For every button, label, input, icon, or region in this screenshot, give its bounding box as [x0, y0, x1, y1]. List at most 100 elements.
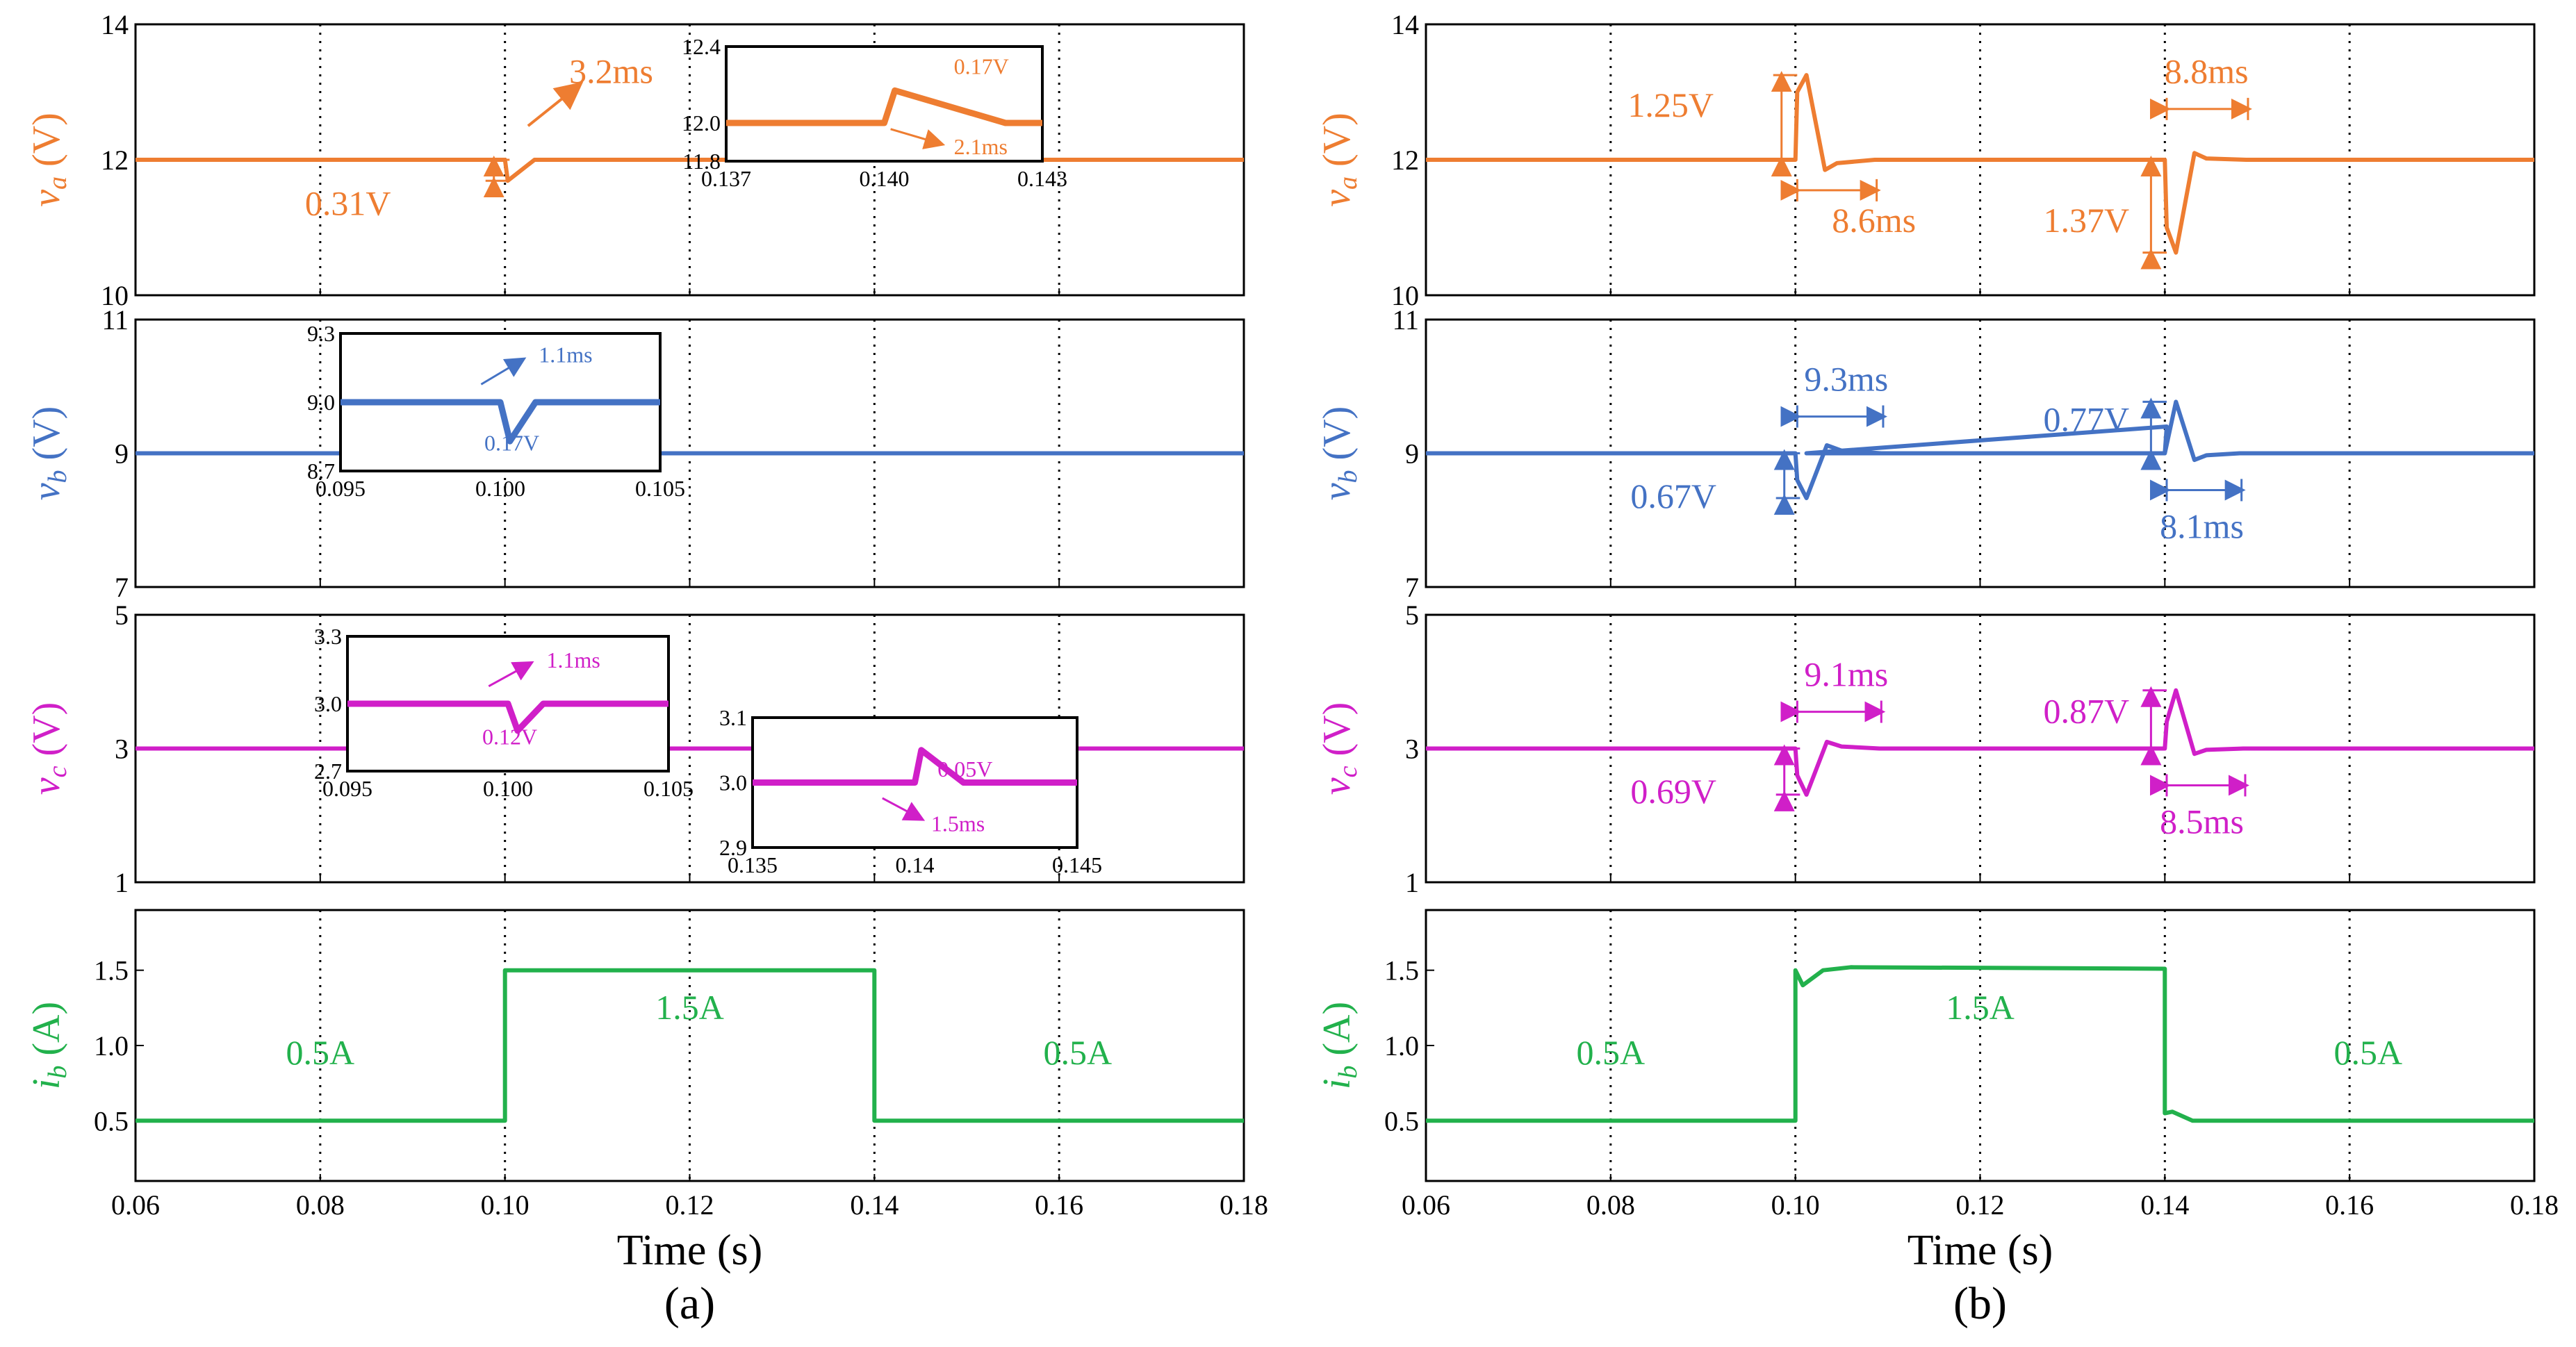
- y-axis-label: vb (V): [1315, 406, 1363, 501]
- annotation-label: 9.3ms: [1804, 360, 1888, 399]
- annotation-label: 8.6ms: [1832, 201, 1916, 240]
- inset-y-tick-label: 8.7: [307, 458, 335, 484]
- x-tick-label: 0.18: [2510, 1189, 2559, 1221]
- y-tick-label: 10: [101, 280, 129, 311]
- x-tick-label: 0.08: [296, 1189, 345, 1221]
- inset-x-tick-label: 0.137: [701, 166, 751, 191]
- y-tick-label: 3: [115, 734, 129, 765]
- annotation-label: 1.25V: [1627, 85, 1714, 124]
- y-tick-label: 1: [1405, 867, 1419, 898]
- inset-x-tick-label: 0.140: [860, 166, 910, 191]
- inset-annotation: 0.05V: [937, 757, 992, 782]
- y-tick-label: 1.0: [1384, 1030, 1419, 1061]
- inset-y-tick-label: 3.0: [314, 691, 342, 716]
- y-tick-label: 14: [101, 9, 129, 40]
- annotation-label: 3.2ms: [569, 51, 653, 90]
- inset-annotation: 0.17V: [954, 54, 1009, 79]
- series-va: [1426, 73, 2534, 255]
- x-tick-label: 0.14: [850, 1189, 899, 1221]
- inset-annotation-arrow: [890, 128, 946, 149]
- y-tick-label: 12: [1391, 144, 1419, 176]
- inset-series: [753, 747, 1077, 786]
- x-axis-label: Time (s): [1908, 1227, 2053, 1274]
- subplot-b-vb: 7 9 11 vb (V) 9.3ms 0.77V 0.67V 8.1ms: [1315, 304, 2536, 603]
- inset-x-tick-label: 0.14: [896, 852, 935, 877]
- inset-annotation-arrow: [488, 661, 534, 688]
- subplot-a-ib: 0.5 1.0 1.5 ib (A) 0.5A 1.5A 0.5A 0.06 0.08 0.10 0…: [25, 909, 1268, 1221]
- series-ib: [136, 968, 1244, 1123]
- annotation-label: 9.1ms: [1804, 655, 1888, 694]
- x-tick-label: 0.06: [111, 1189, 160, 1221]
- inset-x-tick-label: 0.095: [315, 476, 366, 501]
- y-axis-label: ib (A): [1315, 1002, 1363, 1089]
- y-tick-label: 3: [1405, 734, 1419, 765]
- subplot-b-va: 10 12 14 va (V) 1.25V 8.6ms 8.8ms 1.37V: [1315, 9, 2536, 311]
- annotation-label: 0.5A: [1577, 1033, 1646, 1072]
- y-tick-label: 5: [1405, 600, 1419, 631]
- inset-va-0: 0.137 0.140 0.143 12.4 12.0 11.8 0.17V 2.1ms: [682, 34, 1067, 191]
- annotation-label: 0.5A: [2333, 1033, 2402, 1072]
- inset-y-tick-label: 12.4: [682, 34, 721, 59]
- y-axis-label: vc (V): [1315, 702, 1363, 795]
- inset-annotation-arrow: [882, 797, 926, 821]
- subplot-b-vc: 1 3 5 vc (V) 9.1ms 0.87V 0.69V 8.5ms: [1315, 600, 2536, 898]
- y-tick-label: 9: [1405, 438, 1419, 470]
- inset-y-tick-label: 11.8: [682, 149, 721, 174]
- x-axis-label: Time (s): [617, 1227, 763, 1274]
- inset-annotation-arrow: [480, 357, 527, 386]
- inset-annotation: 1.1ms: [539, 342, 592, 367]
- panel-label: (b): [1953, 1278, 2007, 1329]
- y-tick-label: 11: [1392, 304, 1419, 336]
- x-tick-label: 0.16: [1035, 1189, 1083, 1221]
- x-tick-label: 0.06: [1402, 1189, 1450, 1221]
- inset-vc-0: 0.095 0.100 0.105 3.3 3.0 2.7 1.1ms 0.12V: [314, 624, 694, 801]
- subplot-b-ib: 0.5 1.0 1.5 ib (A) 0.5A 1.5A 0.5A 0.06 0.08 0.10 0…: [1315, 909, 2559, 1221]
- y-tick-label: 1.0: [94, 1030, 129, 1061]
- inset-series: [726, 87, 1042, 126]
- x-tick-label: 0.10: [1771, 1189, 1820, 1221]
- series-vc: [1426, 688, 2534, 797]
- annotation-arrow: [527, 81, 584, 127]
- y-tick-label: 7: [115, 572, 129, 603]
- inset-annotation: 0.12V: [482, 725, 537, 750]
- inset-y-tick-label: 3.1: [719, 705, 747, 730]
- annotation-label: 8.5ms: [2160, 802, 2244, 841]
- inset-y-tick-label: 12.0: [682, 110, 721, 135]
- y-tick-label: 1.5: [94, 955, 129, 986]
- panel-b: 10 12 14 va (V) 1.25V 8.6ms 8.8ms 1.37V 7 9 11 vb (…: [1315, 9, 2559, 1329]
- inset-x-tick-label: 0.143: [1017, 166, 1067, 191]
- annotation-label: 0.5A: [286, 1033, 355, 1072]
- inset-vb-0: 0.095 0.100 0.105 9.3 9.0 8.7 1.1ms 0.17V: [307, 321, 685, 501]
- y-tick-label: 12: [101, 144, 129, 176]
- y-tick-label: 10: [1391, 280, 1419, 311]
- x-tick-label: 0.16: [2325, 1189, 2374, 1221]
- x-tick-label: 0.12: [1956, 1189, 2005, 1221]
- x-tick-label: 0.10: [481, 1189, 530, 1221]
- inset-x-tick-label: 0.145: [1052, 852, 1102, 877]
- inset-y-tick-label: 9.0: [307, 390, 335, 415]
- inset-y-tick-label: 3.0: [719, 770, 747, 795]
- y-tick-label: 9: [115, 438, 129, 470]
- series-vb: [1426, 399, 2534, 500]
- y-axis-label: vc (V): [25, 702, 72, 795]
- inset-x-tick-label: 0.095: [322, 776, 372, 801]
- x-tick-label: 0.14: [2140, 1189, 2189, 1221]
- inset-annotation: 1.5ms: [931, 811, 985, 836]
- series-ib: [1426, 965, 2534, 1123]
- inset-annotation: 1.1ms: [546, 647, 600, 672]
- inset-y-tick-label: 2.7: [314, 759, 342, 784]
- y-axis-label: va (V): [25, 113, 72, 207]
- y-tick-label: 7: [1405, 572, 1419, 603]
- y-tick-label: 1.5: [1384, 955, 1419, 986]
- annotation-label: 0.77V: [2044, 399, 2130, 438]
- inset-x-tick-label: 0.100: [483, 776, 533, 801]
- inset-y-tick-label: 2.9: [719, 835, 747, 860]
- x-tick-label: 0.08: [1586, 1189, 1635, 1221]
- inset-y-tick-label: 9.3: [307, 321, 335, 346]
- annotation-label: 0.5A: [1043, 1033, 1112, 1072]
- inset-x-tick-label: 0.105: [643, 776, 694, 801]
- y-axis-label: ib (A): [25, 1002, 72, 1089]
